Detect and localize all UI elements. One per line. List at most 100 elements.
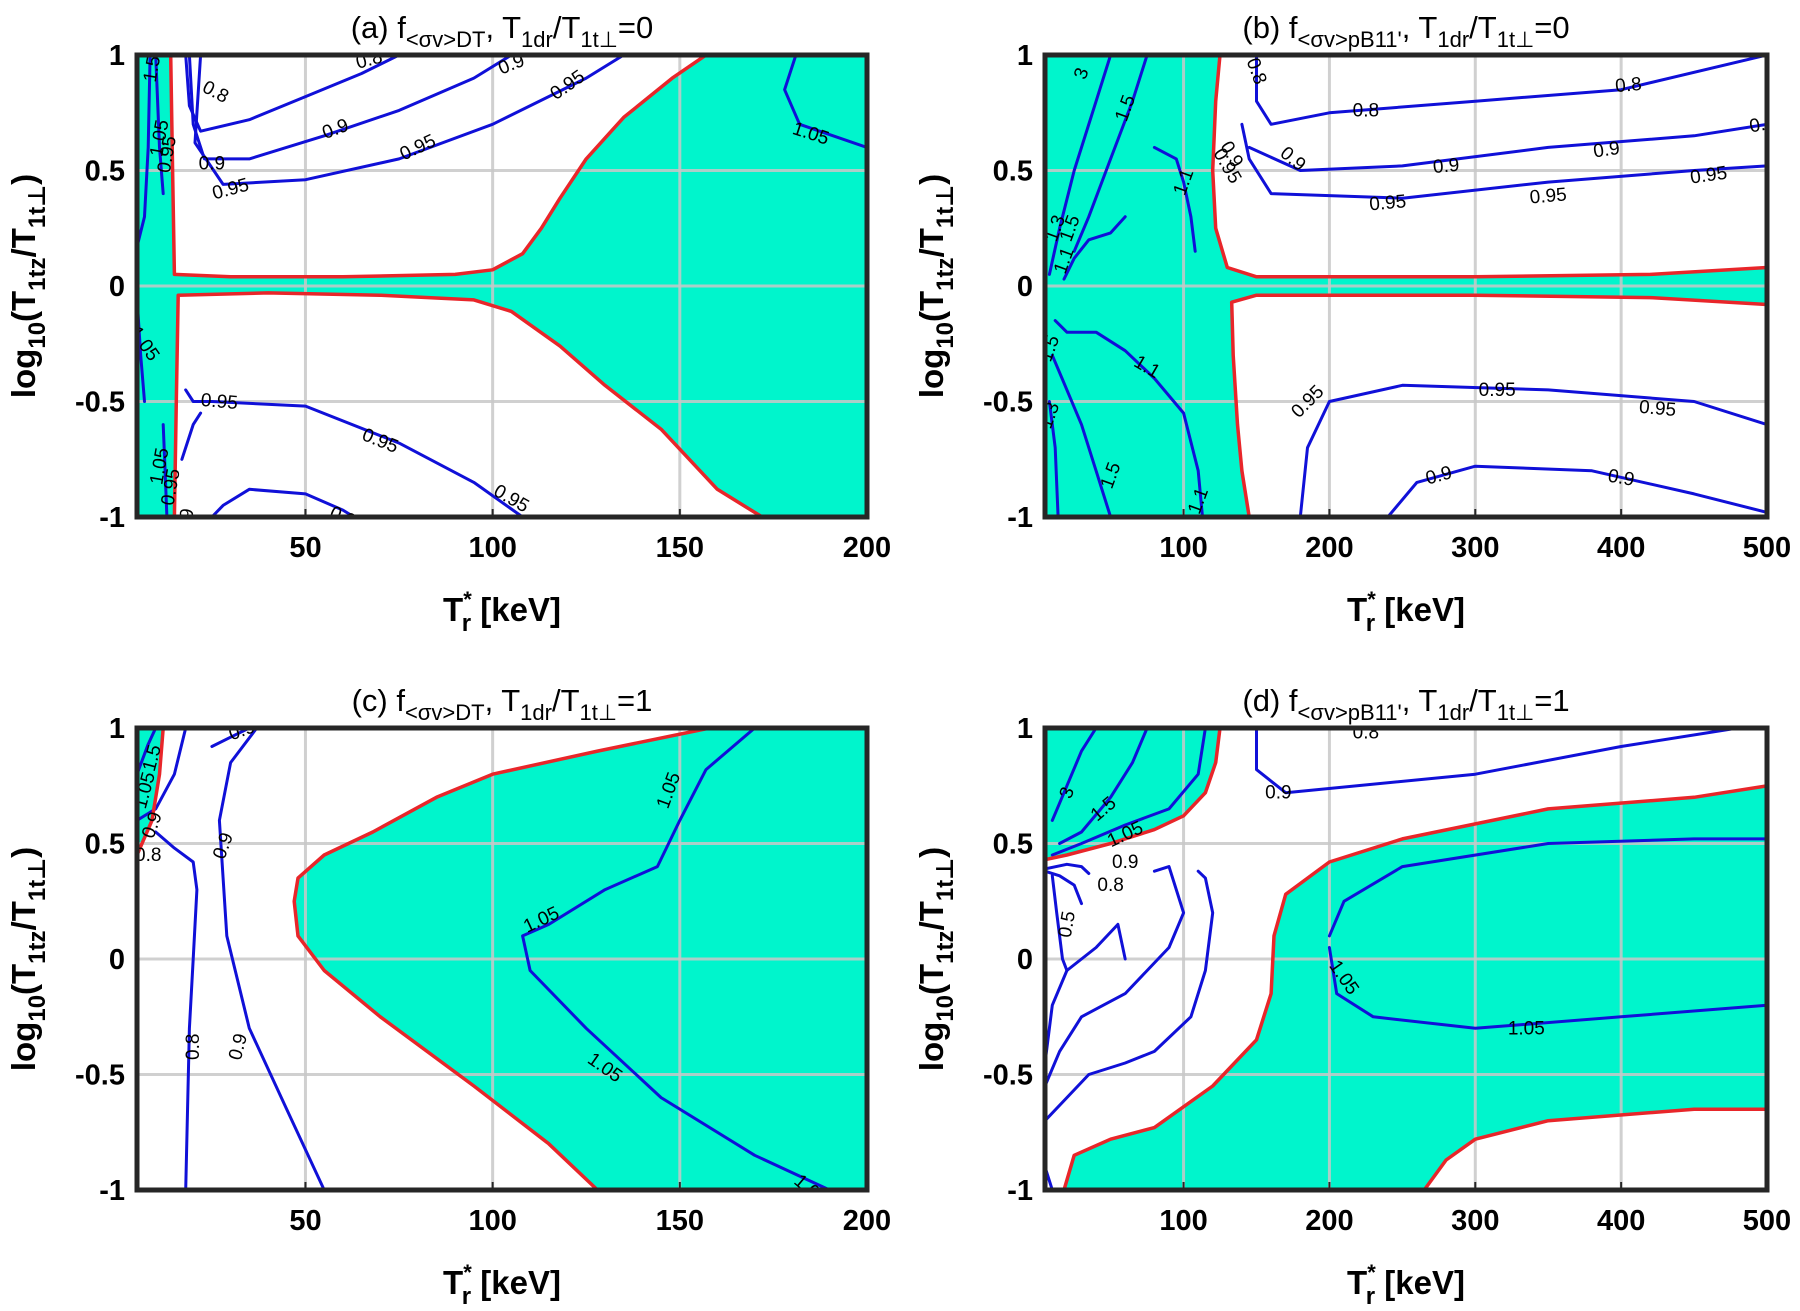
x-tick-label: 400 <box>1597 532 1645 564</box>
y-tick-label: -1 <box>1007 1175 1033 1207</box>
contour-label: 0.8 <box>135 845 161 866</box>
contour-line-5 <box>1247 122 1767 172</box>
contour-label: 0.9 <box>174 507 199 537</box>
x-tick-label: 300 <box>1451 532 1499 564</box>
y-tick-label: 1 <box>1017 713 1033 745</box>
contour-line-3 <box>154 830 199 1190</box>
contour-label: 0.8 <box>1614 74 1642 97</box>
contour-label: 0.8 <box>183 1034 204 1060</box>
y-tick-label: -0.5 <box>75 1060 125 1092</box>
boundary-line-1 <box>292 728 711 1190</box>
x-axis-label: T* r [keV] <box>1347 587 1465 637</box>
boundary-line-1 <box>1062 784 1767 1190</box>
x-tick-label: 500 <box>1743 532 1791 564</box>
y-tick-label: 0 <box>109 944 125 976</box>
axes-frame <box>1042 725 1770 1193</box>
contour-line-11 <box>1327 837 1767 938</box>
contour-line-5 <box>521 728 832 1190</box>
contour-label: 1.5 <box>140 54 165 84</box>
y-tick-label: 0 <box>109 271 125 303</box>
x-tick-label: 50 <box>289 1205 321 1237</box>
contour-line-0 <box>137 728 158 776</box>
contour-line-10 <box>783 55 867 149</box>
contour-line-8 <box>1045 865 1186 1088</box>
contour-line-4 <box>217 728 326 1190</box>
y-tick-label: 0 <box>1017 271 1033 303</box>
x-tick-label: 500 <box>1743 1205 1791 1237</box>
contour-line-12 <box>1327 946 1767 1030</box>
contour-line-8 <box>180 411 203 461</box>
contour-label: 0.8 <box>1353 723 1379 744</box>
contour-line-1 <box>154 55 165 196</box>
contour-line-6 <box>1240 122 1767 200</box>
y-tick-label: -1 <box>99 502 125 534</box>
contour-line-3 <box>1255 728 1740 795</box>
boundary-line-2 <box>1422 1107 1767 1190</box>
contour-line-3 <box>161 423 169 517</box>
shaded-region-0 <box>1045 728 1220 860</box>
axes-frame <box>1042 52 1770 520</box>
contour-line-2 <box>1050 728 1207 857</box>
y-tick-label: -0.5 <box>75 387 125 419</box>
x-tick-label: 400 <box>1597 1205 1645 1237</box>
contour-label: 0.9 <box>199 154 225 175</box>
contour-line-1 <box>1072 55 1149 253</box>
panel-title: (b) f<σv>pB11', T1dr/T1t⊥=0 <box>1242 10 1569 52</box>
contour-line-6 <box>193 55 626 186</box>
contour-label: 0.9 <box>1112 852 1138 873</box>
panel-title: (c) f<σv>DT, T1dr/T1t⊥=1 <box>352 683 653 725</box>
contour-label: 0.9 <box>1592 138 1621 162</box>
contour-label: 0.95 <box>1479 380 1516 401</box>
y-tick-label: -0.5 <box>983 1060 1033 1092</box>
panel-c: 1.51.050.90.80.90.90.8 0.91.051.051.051.0… <box>5 683 891 1310</box>
boundary-line-0 <box>137 728 165 856</box>
y-tick-label: -1 <box>99 1175 125 1207</box>
boundary-line-0 <box>168 55 707 279</box>
contour-label: 0.95 <box>200 390 239 414</box>
contour-line-10 <box>1298 383 1767 517</box>
contour-line-1 <box>210 728 251 748</box>
x-axis-label: T* r [keV] <box>443 1260 561 1310</box>
contour-line-3 <box>1152 145 1197 253</box>
shaded-region-1 <box>1064 785 1767 1190</box>
y-tick-label: 1 <box>109 40 125 72</box>
contour-label: 0.95 <box>1368 191 1407 215</box>
contour-line-7 <box>184 388 525 517</box>
contour-line-5 <box>1045 869 1083 906</box>
panel-a: 1.51.050.950.80.80.90.90.90.950.950.951.… <box>5 10 891 637</box>
contour-label: 0.5 <box>1055 910 1080 940</box>
x-tick-label: 150 <box>656 1205 704 1237</box>
boundary-line-1 <box>172 291 764 517</box>
contour-label: 0.9 <box>1748 112 1778 137</box>
contour-label: 1.05 <box>1508 1018 1545 1039</box>
panel-title: (d) f<σv>pB11', T1dr/T1t⊥=1 <box>1242 683 1569 725</box>
contour-line-9 <box>1047 400 1060 517</box>
y-axis-label: log10(T1tz/T1t⊥) <box>5 174 51 398</box>
axes-frame <box>134 725 870 1193</box>
contour-line-8 <box>1050 353 1113 517</box>
contour-line-7 <box>1053 319 1204 517</box>
contour-line-11 <box>1386 464 1767 517</box>
x-tick-label: 100 <box>1159 1205 1207 1237</box>
panel-title: (a) f<σv>DT, T1dr/T1t⊥=0 <box>351 10 654 52</box>
x-tick-label: 150 <box>656 532 704 564</box>
contour-label: 0.95 <box>1638 397 1677 421</box>
y-axis-label: log10(T1tz/T1t⊥) <box>5 847 51 1071</box>
contour-line-9 <box>210 487 356 517</box>
x-tick-label: 100 <box>1159 532 1207 564</box>
contour-line-1 <box>1058 728 1149 845</box>
contour-line-0 <box>1047 55 1113 276</box>
y-tick-label: 0 <box>1017 944 1033 976</box>
x-tick-label: 100 <box>468 532 516 564</box>
panel-b: 31.51.11.31.51.10.80.80.80.9 0.9 0.90.90.9… <box>913 10 1791 637</box>
x-tick-label: 200 <box>1305 532 1353 564</box>
y-axis-label: log10(T1tz/T1t⊥) <box>913 174 959 398</box>
contour-label: 0.95 <box>1689 163 1729 189</box>
y-tick-label: 1 <box>109 713 125 745</box>
boundary-line-0 <box>1045 728 1222 862</box>
contour-label: 0.8 <box>1353 100 1379 121</box>
x-tick-label: 50 <box>289 532 321 564</box>
boundary-line-1 <box>1229 293 1767 517</box>
